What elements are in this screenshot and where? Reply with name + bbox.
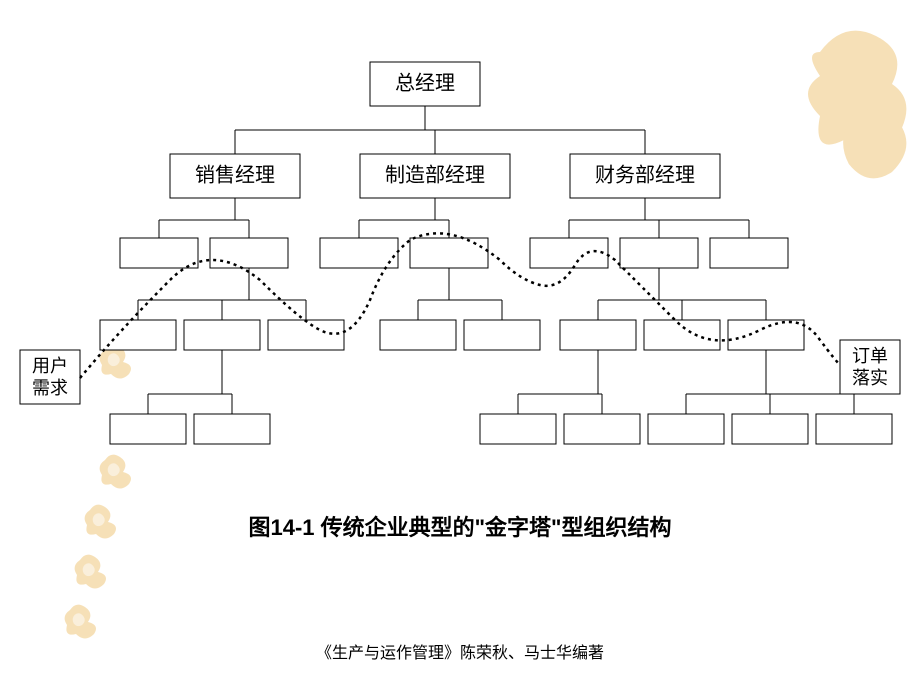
node-l3_a2 — [210, 238, 288, 268]
watermark-stamp — [65, 605, 96, 639]
watermark-stamp — [75, 555, 106, 589]
node-mgr2: 制造部经理 — [360, 154, 510, 198]
node-root: 总经理 — [370, 62, 480, 106]
node-l5_a1 — [110, 414, 186, 444]
side-right-line2: 落实 — [852, 368, 888, 388]
node-l4_b1 — [380, 320, 456, 350]
node-l3_b1 — [320, 238, 398, 268]
org-chart-diagram: 总经理销售经理 制造部经理 财务部经理用户需求 订单落实图14-1 传统企业典型的"金… — [0, 0, 920, 690]
node-l3_c3 — [710, 238, 788, 268]
node-l4_c1 — [560, 320, 636, 350]
node-l3_c1 — [530, 238, 608, 268]
node-l4_c2 — [644, 320, 720, 350]
side-left-line2: 需求 — [32, 378, 68, 398]
node-l4_b2 — [464, 320, 540, 350]
node-l4_a3 — [268, 320, 344, 350]
node-l5_c5 — [816, 414, 892, 444]
node-l5_c4 — [732, 414, 808, 444]
node-l3_c2 — [620, 238, 698, 268]
watermark-corner — [808, 31, 906, 179]
node-l5_c2 — [564, 414, 640, 444]
node-l5_c1 — [480, 414, 556, 444]
node-l4_a1 — [100, 320, 176, 350]
node-l4_c3 — [728, 320, 804, 350]
side-left-line1: 用户 — [32, 356, 68, 376]
watermark-stamp — [85, 505, 116, 539]
node-l4_a2 — [184, 320, 260, 350]
node-label: 销售经理 — [195, 164, 275, 187]
node-mgr3: 财务部经理 — [570, 154, 720, 198]
figure-caption: 图14-1 传统企业典型的"金字塔"型组织结构 — [248, 515, 671, 540]
figure-footer: 《生产与运作管理》陈荣秋、马士华编著 — [316, 644, 604, 662]
node-label: 财务部经理 — [595, 164, 695, 187]
node-l5_c3 — [648, 414, 724, 444]
node-label: 总经理 — [395, 72, 455, 95]
node-label: 制造部经理 — [385, 164, 485, 187]
node-l3_b2 — [410, 238, 488, 268]
side-right-line1: 订单 — [852, 346, 888, 366]
node-l5_a2 — [194, 414, 270, 444]
node-l3_a1 — [120, 238, 198, 268]
node-mgr1: 销售经理 — [170, 154, 300, 198]
watermark-stamp — [100, 455, 131, 489]
